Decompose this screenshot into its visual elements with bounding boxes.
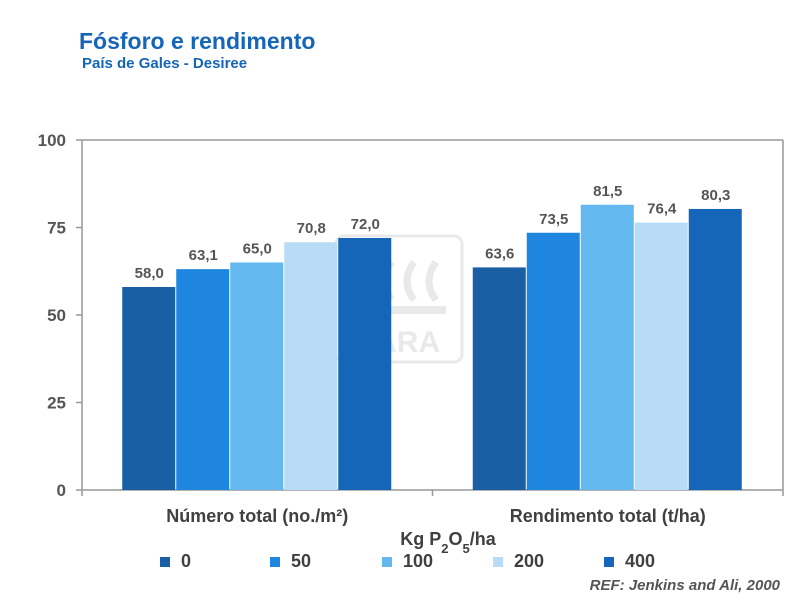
y-tick-label: 100 (38, 131, 66, 150)
bar (580, 204, 634, 490)
legend-swatch (604, 556, 614, 567)
bar-data-label: 73,5 (539, 211, 568, 228)
x-axis-title: Kg P2O5/ha (400, 529, 496, 556)
bar (472, 267, 526, 490)
bar-data-label: 70,8 (297, 220, 326, 237)
y-tick-label: 50 (47, 306, 66, 325)
bar-data-label: 76,4 (647, 201, 677, 218)
y-tick-label: 75 (47, 219, 66, 238)
legend-item: 100 (382, 551, 433, 572)
bar (284, 242, 338, 490)
bar (122, 287, 176, 490)
legend-item: 50 (270, 551, 311, 572)
legend-swatch (160, 556, 170, 567)
bar-data-label: 58,0 (135, 265, 164, 282)
legend-label: 200 (514, 551, 545, 571)
y-tick-label: 0 (57, 481, 66, 500)
bar-data-label: 65,0 (243, 241, 272, 258)
chart-subtitle: País de Gales - Desiree (82, 55, 248, 72)
bar-data-label: 63,6 (485, 245, 514, 262)
bar-data-label: 72,0 (351, 216, 380, 233)
legend-item: 200 (493, 551, 544, 572)
bar-data-label: 63,1 (189, 247, 218, 264)
legend-swatch (270, 556, 280, 567)
legend-swatch (382, 556, 392, 567)
chart-title: Fósforo e rendimento (79, 28, 316, 54)
legend-label: 100 (403, 551, 434, 571)
legend-swatch (493, 556, 503, 567)
bar (338, 238, 392, 490)
bar (688, 208, 742, 490)
bar-data-label: 81,5 (593, 183, 622, 200)
bar (634, 222, 688, 490)
reference-note: REF: Jenkins and Ali, 2000 (589, 577, 780, 594)
bar (526, 232, 580, 490)
legend: 0 50 100 200 400 (160, 551, 720, 579)
legend-label: 400 (625, 551, 656, 571)
legend-label: 50 (291, 551, 312, 571)
legend-item: 400 (604, 551, 655, 572)
bar (176, 269, 230, 490)
x-category-label: Rendimento total (t/ha) (510, 506, 706, 526)
legend-label: 0 (181, 551, 192, 571)
legend-item: 0 (160, 551, 191, 572)
bar (230, 262, 284, 490)
x-category-label: Número total (no./m²) (166, 506, 348, 526)
y-tick-label: 25 (47, 394, 66, 413)
bar-data-label: 80,3 (701, 187, 730, 204)
